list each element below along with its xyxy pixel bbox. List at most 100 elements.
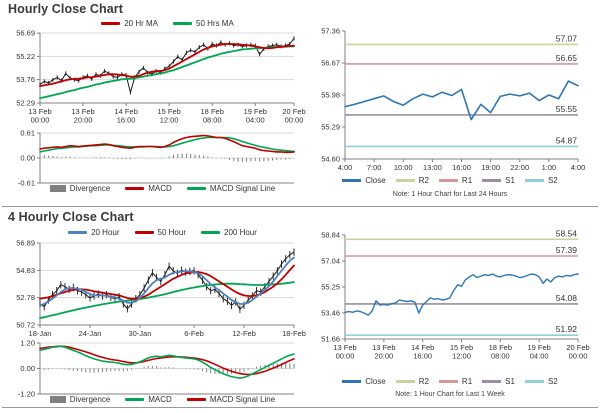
- x-tick-label: 13:00: [423, 163, 442, 172]
- series-20-hour: [39, 256, 295, 307]
- legend-swatch: [49, 185, 66, 192]
- divergence-bar: [47, 368, 49, 370]
- divergence-bar: [256, 366, 257, 369]
- legend-swatch: [438, 179, 458, 182]
- divergence-bar: [164, 367, 166, 369]
- divergence-bar: [268, 364, 270, 369]
- divergence-bar: [272, 158, 273, 161]
- divergence-bar: [190, 153, 192, 158]
- y-tick-label: 50.72: [16, 321, 35, 330]
- legend-item-close: Close: [342, 377, 386, 386]
- x-tick-label: 13 Feb: [333, 343, 356, 352]
- divergence-bar: [117, 158, 118, 159]
- divergence-bar: [206, 368, 208, 373]
- legend-label: 50 Hour: [157, 228, 186, 237]
- x-tick-label: 08:00: [491, 352, 510, 361]
- x-tick-label: 12:00: [452, 352, 471, 361]
- hourly-macd-plot: 0.61 0.00 -0.61: [18, 129, 295, 188]
- divergence-bar: [125, 158, 127, 160]
- divergence-bar: [263, 158, 265, 162]
- x-tick-label: 19:00: [481, 163, 500, 172]
- y-tick-label: 56.89: [16, 239, 35, 248]
- divergence-bar: [64, 368, 66, 370]
- divergence-bar: [77, 368, 78, 371]
- divergence-bar: [214, 368, 216, 374]
- legend-label: R1: [461, 377, 473, 386]
- legend-label: MACD: [148, 184, 172, 193]
- x-tick-label: 4:00: [571, 163, 586, 172]
- legend-swatch: [482, 179, 502, 182]
- divergence-bar: [259, 158, 261, 162]
- row-separator: [2, 206, 598, 207]
- divergence-bar: [289, 363, 291, 369]
- legend-label: 200 Hour: [224, 228, 257, 237]
- legend-label: R2: [418, 176, 429, 185]
- divergence-bar: [280, 158, 282, 160]
- x-tick-label: 14 Feb: [411, 343, 434, 352]
- legend-swatch: [524, 179, 544, 182]
- y-tick-label: 1.20: [20, 339, 35, 348]
- divergence-bar: [93, 368, 95, 373]
- level-label-r2: 58.54: [556, 228, 578, 238]
- series-200-hour: [39, 281, 295, 319]
- x-tick-label: 20:00: [374, 352, 393, 361]
- divergence-bar: [122, 368, 124, 372]
- divergence-bar: [99, 157, 101, 158]
- divergence-bar: [254, 158, 256, 161]
- x-tick-label: 19 Feb: [527, 343, 550, 352]
- series-macd-signal-line: [39, 345, 295, 376]
- weekly-pivot-note: Note: 1 Hour Chart for Last 1 Week: [395, 391, 505, 398]
- four-hourly-macd-plot: 1.20 0.00 -1.20: [18, 339, 295, 399]
- legend-item-s1: S1: [482, 176, 515, 185]
- legend-item-macd-signal-line: MACD Signal Line: [186, 184, 275, 193]
- divergence-bar: [160, 367, 162, 369]
- x-tick-label: 13 Feb: [71, 107, 94, 116]
- y-tick-label: 57.36: [321, 27, 340, 36]
- divergence-bar: [168, 366, 170, 369]
- y-tick-label: 52.78: [16, 293, 35, 302]
- legend-label: Divergence: [69, 184, 111, 193]
- legend-item-s1: S1: [482, 377, 515, 386]
- divergence-bar: [239, 368, 241, 373]
- divergence-bar: [284, 158, 286, 160]
- divergence-bar: [139, 367, 141, 369]
- level-label-r1: 56.65: [556, 53, 578, 63]
- x-tick-label: 30-Jan: [128, 329, 151, 338]
- x-tick-label: 00:00: [569, 352, 588, 361]
- hourly-chart-title: Hourly Close Chart: [8, 2, 124, 16]
- legend-item-r1: R1: [438, 176, 472, 185]
- divergence-bar: [222, 368, 224, 375]
- legend-label: S1: [505, 176, 515, 185]
- legend-item-20-hour: 20 Hour: [68, 228, 120, 237]
- divergence-bar: [177, 153, 179, 158]
- divergence-bar: [181, 153, 183, 158]
- legend-label: Divergence: [69, 395, 111, 404]
- divergence-bar: [43, 368, 45, 370]
- x-tick-label: 10:00: [394, 163, 413, 172]
- x-tick-label: 00:00: [336, 352, 355, 361]
- x-tick-label: 12-Feb: [232, 329, 256, 338]
- divergence-bar: [250, 158, 252, 162]
- weekly-pivot-legend: Close R2 R1 S1 S2: [315, 377, 585, 386]
- level-label-s2: 54.87: [556, 135, 578, 145]
- x-tick-label: 00:00: [31, 116, 50, 125]
- legend-swatch: [186, 398, 206, 401]
- level-label-r1: 57.39: [556, 245, 578, 255]
- divergence-bar: [129, 158, 131, 160]
- divergence-bar: [72, 368, 74, 371]
- x-tick-label: 20 Feb: [566, 343, 589, 352]
- x-tick-label: 04:00: [530, 352, 549, 361]
- legend-swatch: [524, 380, 544, 383]
- divergence-bar: [114, 368, 116, 371]
- divergence-bar: [289, 158, 291, 160]
- divergence-bar: [147, 366, 149, 369]
- x-tick-label: 16:00: [413, 352, 432, 361]
- divergence-bar: [61, 157, 62, 158]
- divergence-bar: [246, 158, 248, 162]
- legend-swatch: [125, 187, 145, 190]
- hourly-macd-legend: Divergence MACD MACD Signal Line: [30, 184, 295, 193]
- x-tick-label: 20:00: [74, 116, 93, 125]
- series-50-hrs-ma: [39, 45, 295, 99]
